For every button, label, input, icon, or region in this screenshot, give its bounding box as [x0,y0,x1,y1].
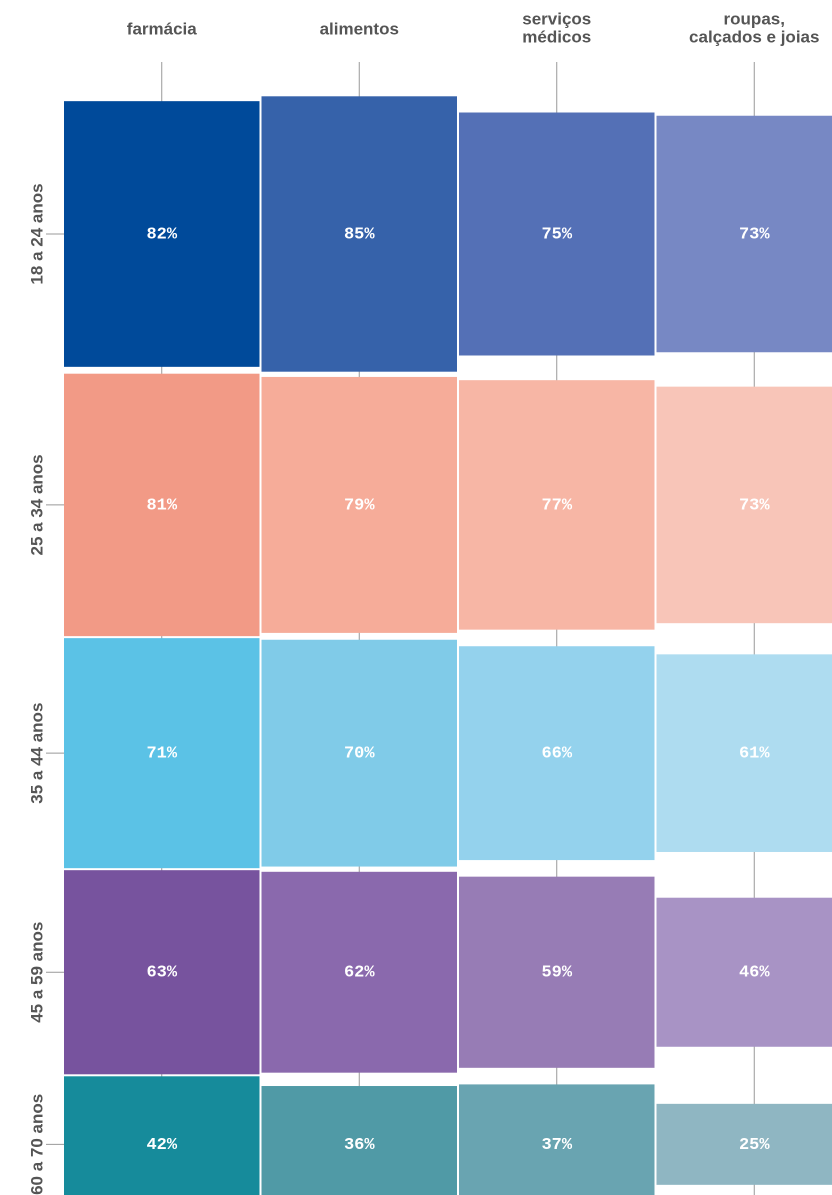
cell [64,101,260,367]
cell [261,376,457,633]
column-header: médicos [522,27,591,46]
value-label: 73% [739,225,770,244]
value-label: 61% [739,745,770,764]
cell [64,870,260,1075]
value-label: 70% [344,745,375,764]
value-label: 46% [739,964,770,983]
value-label: 42% [146,1136,177,1155]
cell [261,96,457,372]
value-label: 71% [146,745,177,764]
cell [656,654,832,852]
row-label: 18 a 24 anos [27,183,46,284]
value-label: 25% [739,1136,770,1155]
cell [261,1086,457,1195]
cell [656,897,832,1047]
cell [64,1076,260,1195]
row-label: 45 a 59 anos [27,922,46,1023]
cell [459,876,655,1068]
cell [656,386,832,624]
cell [656,115,832,353]
column-header: serviços [522,9,591,28]
value-label: 77% [541,496,572,515]
column-header: roupas, [724,9,785,28]
value-label: 82% [146,225,177,244]
cell [64,373,260,637]
column-header: farmácia [127,19,197,38]
value-label: 59% [541,964,572,983]
cell [459,380,655,630]
value-label: 75% [541,225,572,244]
cell [459,646,655,861]
row-label: 60 a 70 anos [27,1094,46,1195]
value-label: 73% [739,496,770,515]
row-label: 35 a 44 anos [27,703,46,804]
value-label: 66% [541,745,572,764]
row-label: 25 a 34 anos [27,454,46,555]
value-label: 81% [146,496,177,515]
cell [261,639,457,867]
value-label: 79% [344,496,375,515]
cell [261,871,457,1073]
value-label: 63% [146,964,177,983]
value-label: 85% [344,225,375,244]
cell [64,638,260,869]
column-header: calçados e joias [689,27,819,46]
value-label: 36% [344,1136,375,1155]
value-label: 37% [541,1136,572,1155]
column-header: alimentos [320,19,399,38]
cell [459,1084,655,1195]
cell [656,1103,832,1185]
value-label: 62% [344,964,375,983]
cell [459,112,655,356]
